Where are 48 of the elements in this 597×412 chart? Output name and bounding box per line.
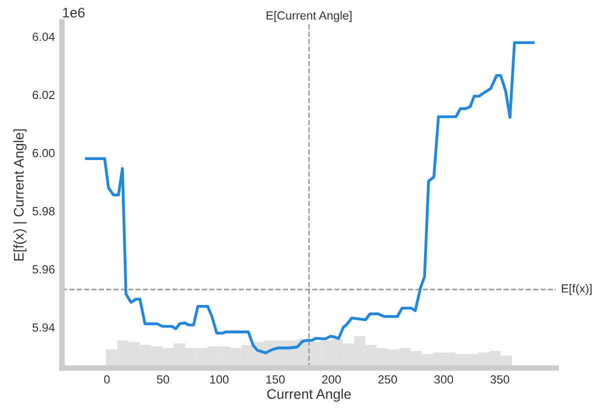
bar (184, 348, 196, 366)
y-axis-title: E[f(x) | Current Angle] (14, 129, 27, 260)
bar (342, 344, 354, 366)
bar (106, 350, 118, 366)
x-tick-label: 150 (266, 375, 285, 384)
x-tick-label: 50 (156, 375, 170, 384)
bar (354, 336, 366, 366)
bar (478, 352, 490, 366)
bar (218, 346, 230, 366)
bar (433, 352, 444, 366)
x-tick-label: 300 (434, 375, 454, 384)
bar (196, 348, 208, 366)
x-tick-label: 350 (490, 375, 510, 384)
bar (410, 351, 422, 366)
bar (320, 340, 332, 366)
bar (128, 342, 140, 366)
y-tick-label: 5.94 (32, 323, 55, 332)
x-tick-label: 100 (210, 375, 229, 384)
bar (376, 348, 388, 366)
y-tick-label: 6.04 (32, 32, 55, 41)
bar (309, 342, 320, 366)
bar (500, 356, 512, 366)
bar (388, 350, 400, 366)
bar (399, 348, 410, 366)
bar (117, 340, 129, 366)
bar (456, 354, 467, 366)
y-tick-label: 5.98 (32, 207, 55, 216)
ref-line-label: E[Current Angle] (266, 10, 352, 22)
bar (241, 345, 253, 366)
y-tick-label: 5.96 (32, 265, 55, 274)
y-tick-label: 6.02 (32, 90, 54, 100)
y-tick-label: 6.00 (32, 148, 55, 158)
bar (140, 345, 152, 366)
bar (444, 352, 456, 366)
bar (489, 351, 501, 366)
bar (162, 348, 174, 366)
bar (365, 345, 377, 366)
text: 1e6 (63, 8, 85, 18)
bar (230, 348, 242, 366)
bar (174, 344, 185, 366)
x-axis-title: Current Angle (267, 388, 351, 402)
ref-line-label: E[f(x)] (562, 284, 592, 295)
bar (151, 346, 162, 366)
x-tick-label: 250 (378, 375, 397, 384)
bar (208, 346, 219, 366)
bar (332, 339, 343, 366)
x-tick-label: 0 (104, 375, 110, 384)
x-tick-label: 200 (322, 375, 341, 384)
